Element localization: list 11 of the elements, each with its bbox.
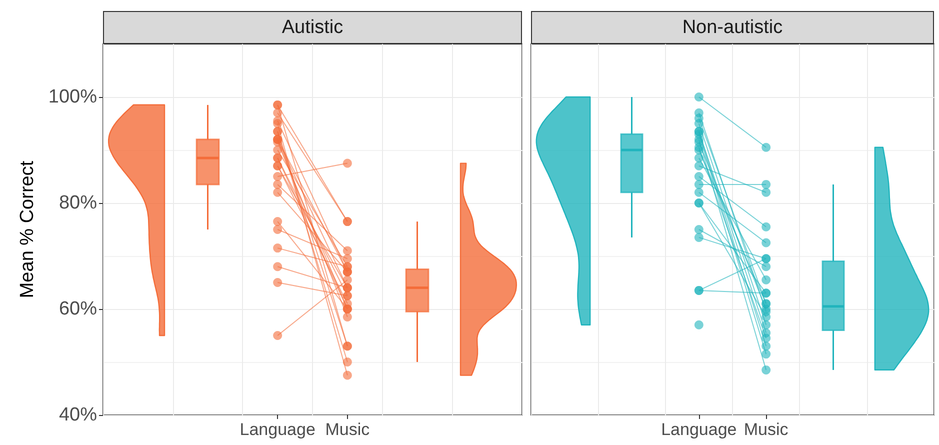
x-tick-label: Language: [240, 420, 316, 439]
y-tick-label: 100%: [48, 86, 98, 108]
x-tick-label: Language: [661, 420, 737, 439]
chart-title: Non-autistic: [531, 11, 934, 44]
y-tick-label: 40%: [58, 404, 98, 426]
chart-title: Autistic: [103, 11, 522, 44]
x-tick-label: Music: [325, 420, 370, 439]
y-tick-label: 80%: [58, 192, 98, 214]
y-tick-label: 60%: [58, 298, 98, 320]
y-axis-title: Mean % Correct: [17, 160, 38, 298]
x-tick-label: Music: [744, 420, 789, 439]
